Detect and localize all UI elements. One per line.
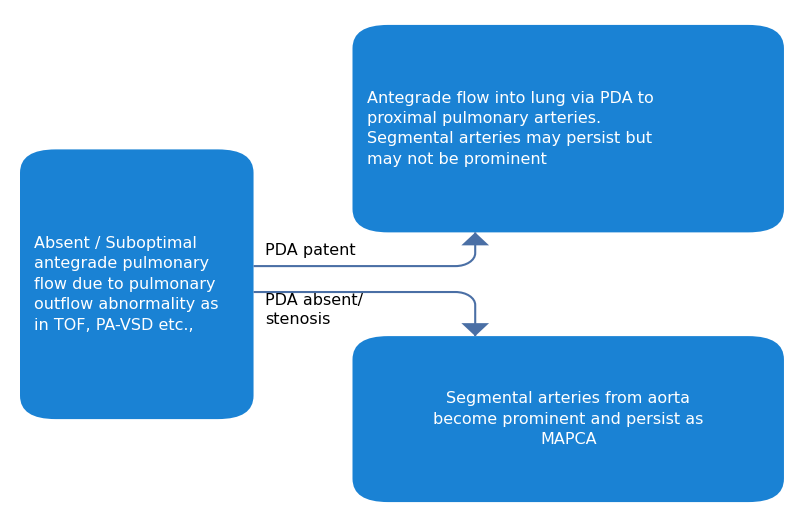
Text: Segmental arteries from aorta
become prominent and persist as
MAPCA: Segmental arteries from aorta become pro…	[433, 391, 703, 447]
FancyBboxPatch shape	[20, 149, 254, 419]
Polygon shape	[462, 323, 489, 336]
Text: Absent / Suboptimal
antegrade pulmonary
flow due to pulmonary
outflow abnormalit: Absent / Suboptimal antegrade pulmonary …	[34, 236, 218, 333]
Text: PDA patent: PDA patent	[266, 243, 356, 258]
Polygon shape	[462, 232, 489, 246]
FancyBboxPatch shape	[353, 336, 784, 502]
Text: PDA absent/
stenosis: PDA absent/ stenosis	[266, 294, 363, 327]
Text: Antegrade flow into lung via PDA to
proximal pulmonary arteries.
Segmental arter: Antegrade flow into lung via PDA to prox…	[366, 91, 654, 167]
FancyBboxPatch shape	[353, 25, 784, 232]
